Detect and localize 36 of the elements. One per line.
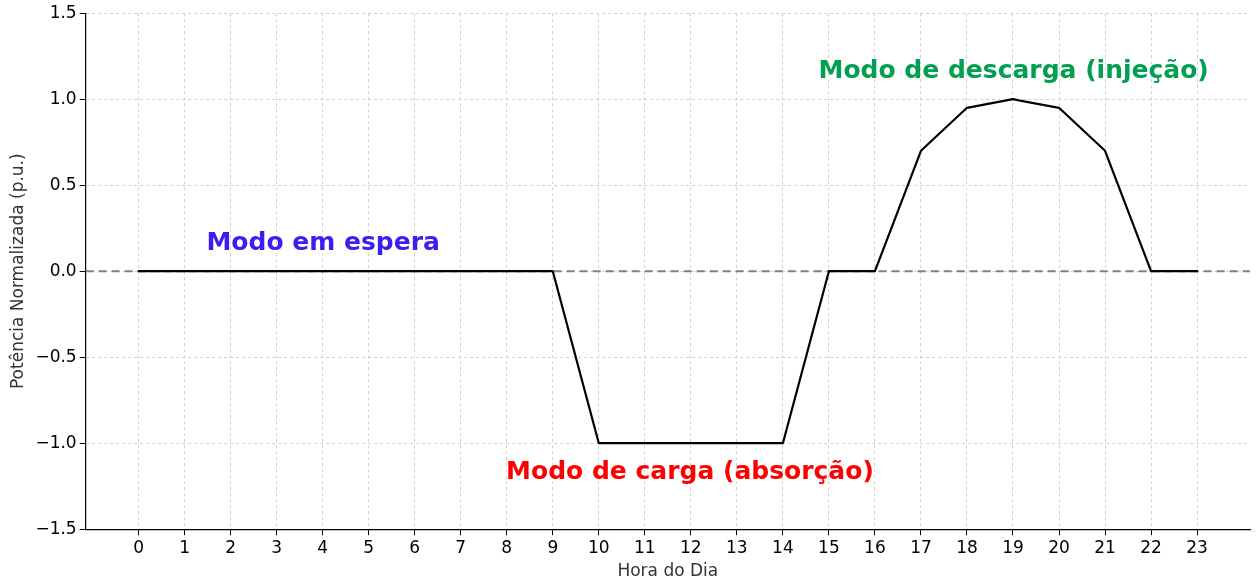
y-tick-label: 0.5 (49, 173, 77, 194)
x-tick-label: 3 (271, 536, 283, 557)
x-tick-label: 2 (225, 536, 237, 557)
x-tick-label: 15 (818, 536, 840, 557)
x-tick-label: 1 (179, 536, 191, 557)
x-tick-label: 16 (864, 536, 886, 557)
x-tick-label: 12 (680, 536, 702, 557)
x-tick-label: 9 (547, 536, 559, 557)
x-tick-label: 21 (1094, 536, 1116, 557)
y-tick-label: −1.5 (35, 517, 77, 538)
y-tick-label: −1.0 (35, 431, 77, 452)
x-tick-label: 17 (910, 536, 932, 557)
x-tick-label: 10 (587, 536, 610, 557)
annotation: Modo de descarga (injeção) (818, 55, 1209, 85)
x-tick-label: 8 (501, 536, 513, 557)
x-tick-label: 11 (634, 536, 656, 557)
y-tick-label: 0.0 (49, 259, 77, 280)
y-tick-label: −0.5 (35, 345, 77, 366)
x-tick-label: 0 (133, 536, 145, 557)
x-tick-label: 4 (317, 536, 329, 557)
y-tick-label: 1.0 (49, 87, 77, 108)
x-tick-label: 13 (726, 536, 748, 557)
x-tick-label: 20 (1048, 536, 1070, 557)
annotation: Modo de carga (absorção) (506, 455, 874, 485)
y-axis-title: Potência Normalizada (p.u.) (6, 153, 27, 390)
x-tick-label: 19 (1002, 536, 1024, 557)
annotation: Modo em espera (206, 227, 440, 257)
x-tick-label: 7 (455, 536, 467, 557)
x-tick-label: 14 (772, 536, 794, 557)
x-tick-label: 22 (1140, 536, 1162, 557)
x-axis-title: Hora do Dia (617, 560, 719, 581)
y-tick-label: 1.5 (49, 1, 77, 22)
x-tick-label: 23 (1186, 536, 1208, 557)
x-tick-label: 6 (409, 536, 421, 557)
x-tick-label: 18 (956, 536, 978, 557)
x-tick-label: 5 (363, 536, 375, 557)
